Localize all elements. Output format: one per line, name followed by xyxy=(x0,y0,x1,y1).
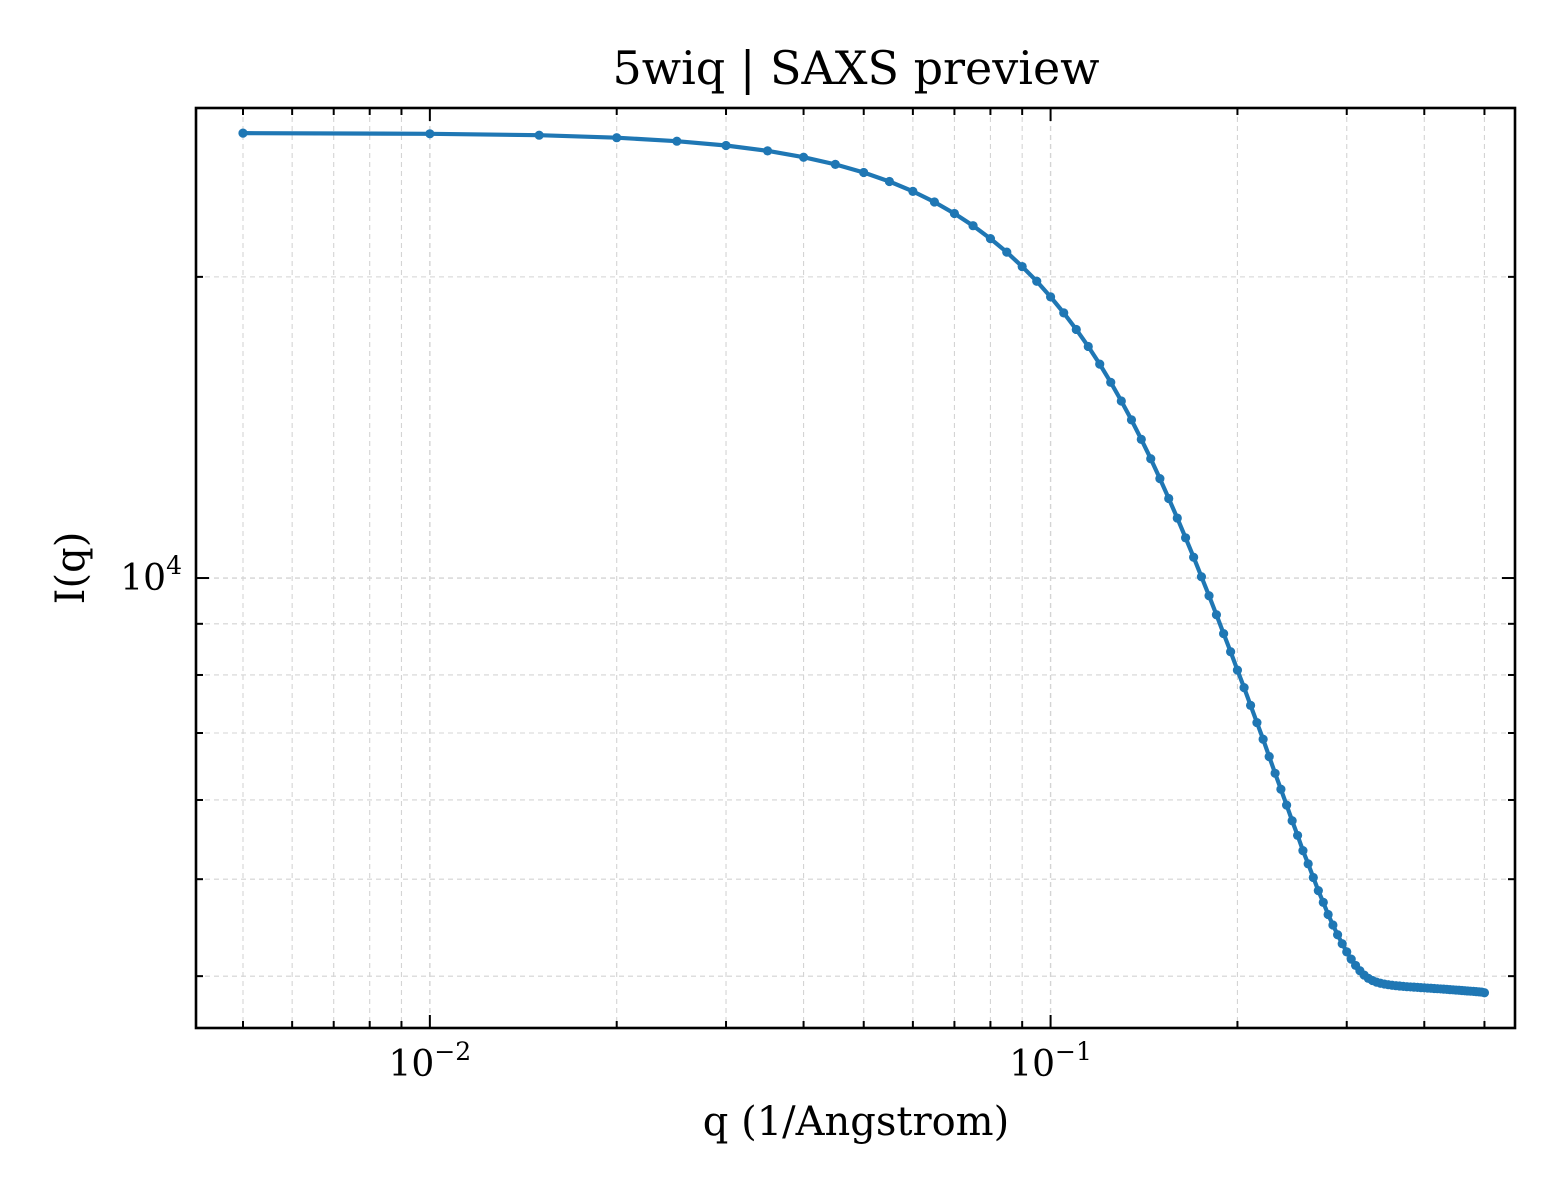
tick-labels: 10−2 10−1 104 xyxy=(120,551,1092,1085)
data-point xyxy=(1032,276,1042,286)
x-axis-label: q (1/Angstrom) xyxy=(703,1099,1009,1145)
data-point xyxy=(672,136,682,146)
y-axis-label: I(q) xyxy=(48,532,94,605)
plot-frame xyxy=(194,106,1517,1030)
data-point xyxy=(1258,734,1268,744)
data-point xyxy=(1219,628,1229,639)
data-point xyxy=(1172,513,1182,523)
data-point xyxy=(929,197,940,207)
data-point xyxy=(1071,324,1081,335)
data-point xyxy=(721,140,731,151)
data-point xyxy=(1313,886,1323,896)
data-point xyxy=(968,221,978,231)
data-point xyxy=(1155,474,1165,484)
data-point xyxy=(238,128,248,138)
data-point xyxy=(949,208,960,219)
data-point xyxy=(1318,897,1328,907)
data-point xyxy=(830,159,840,169)
data-point xyxy=(1323,909,1333,920)
data-point xyxy=(1239,683,1249,693)
x-tick-label: 10−2 xyxy=(389,1037,472,1085)
data-point xyxy=(1270,768,1280,778)
data-point xyxy=(1196,572,1207,582)
data-point xyxy=(1106,377,1116,387)
data-point xyxy=(1337,939,1347,949)
data-point xyxy=(1116,396,1126,406)
data-point xyxy=(1264,751,1274,762)
data-point xyxy=(1245,700,1256,710)
data-point xyxy=(1328,920,1338,930)
data-point xyxy=(1252,717,1262,728)
data-point xyxy=(859,167,869,178)
data-point xyxy=(1146,454,1156,464)
data-point xyxy=(1083,341,1093,352)
data-point xyxy=(1287,816,1297,826)
data-point xyxy=(1298,846,1308,856)
data-point xyxy=(534,130,544,140)
data-point xyxy=(1095,359,1105,369)
data-point xyxy=(884,176,895,187)
data-point xyxy=(1226,647,1236,657)
data-point xyxy=(425,129,435,139)
y-tick-label: 104 xyxy=(120,551,182,599)
data-point xyxy=(908,186,918,196)
data-point xyxy=(612,133,622,143)
data-point xyxy=(1232,665,1243,675)
data-point xyxy=(1308,872,1318,883)
data-point xyxy=(1180,533,1191,543)
data-point xyxy=(1045,292,1056,302)
data-point xyxy=(1204,591,1214,601)
data-point xyxy=(1281,800,1292,810)
data-point xyxy=(1276,784,1286,794)
data-point xyxy=(1342,947,1352,957)
data-point xyxy=(1292,830,1303,841)
data-point xyxy=(1479,988,1490,998)
data-point xyxy=(985,234,996,244)
data-point xyxy=(1126,415,1137,425)
chart-title: 5wiq | SAXS preview xyxy=(612,41,1099,95)
x-tick-label: 10−1 xyxy=(1009,1037,1092,1085)
data-point xyxy=(1333,930,1343,940)
data-point xyxy=(1059,308,1069,318)
data-point xyxy=(1002,247,1012,257)
grid-lines xyxy=(196,108,1515,1028)
data-point xyxy=(1164,493,1174,504)
data-point xyxy=(1211,610,1222,620)
data-point xyxy=(762,146,773,156)
data-point xyxy=(798,152,809,162)
data-point xyxy=(1189,552,1199,562)
data-point xyxy=(1303,859,1313,869)
data-point xyxy=(1017,261,1027,272)
data-series xyxy=(238,128,1490,998)
data-point xyxy=(1136,434,1146,444)
